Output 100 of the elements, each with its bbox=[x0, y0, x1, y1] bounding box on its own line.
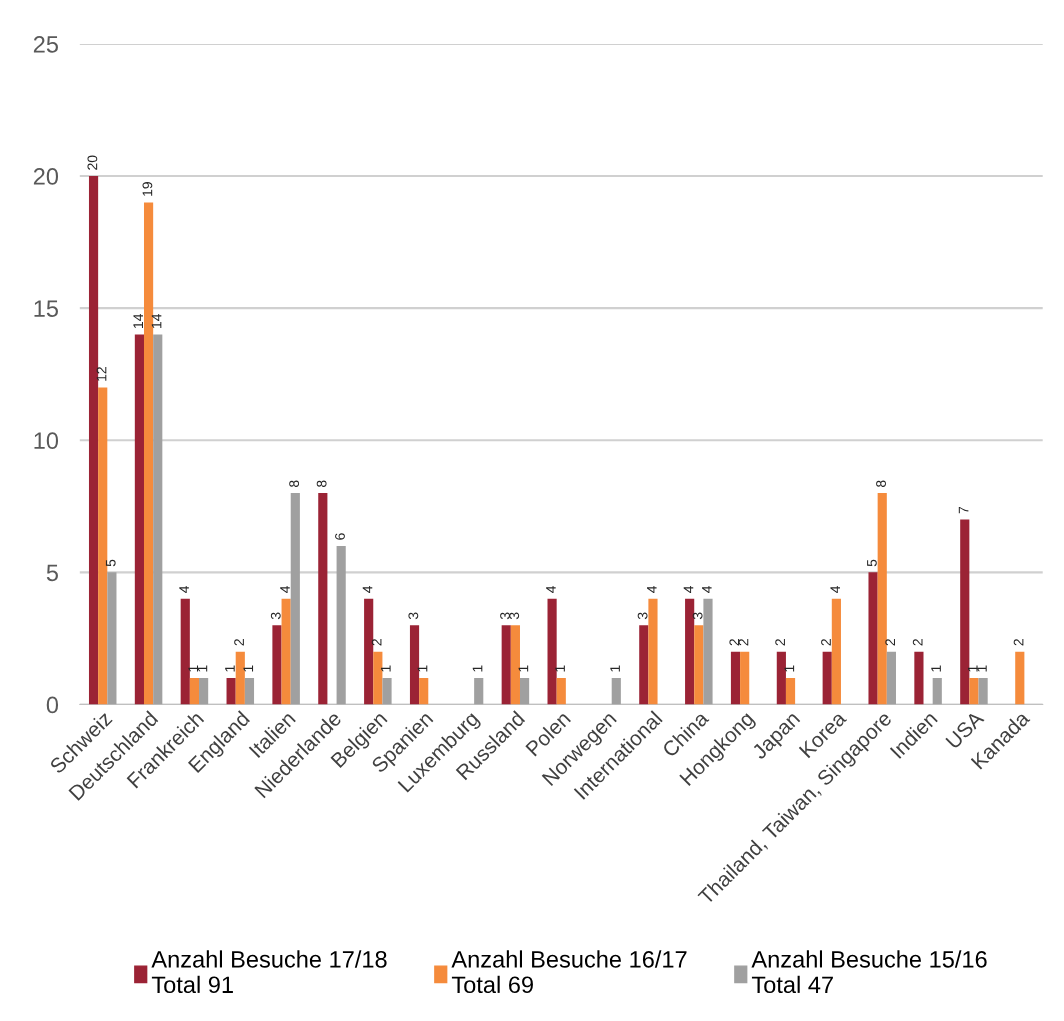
bar bbox=[914, 651, 924, 705]
data-label: 3 bbox=[692, 612, 703, 620]
data-label: 1 bbox=[967, 665, 978, 672]
y-tick-label: 5 bbox=[46, 564, 58, 582]
bar bbox=[510, 625, 520, 705]
data-label: 4 bbox=[280, 585, 290, 593]
y-tick-label: 25 bbox=[33, 35, 58, 53]
data-label: 1 bbox=[977, 665, 987, 672]
bar bbox=[611, 678, 621, 705]
bar bbox=[969, 678, 979, 705]
bar bbox=[382, 678, 392, 705]
bar bbox=[373, 651, 383, 705]
data-label: 4 bbox=[179, 585, 189, 593]
bar bbox=[639, 625, 649, 705]
data-label: 6 bbox=[335, 533, 345, 540]
bar bbox=[978, 678, 988, 705]
data-label: 4 bbox=[546, 585, 556, 593]
legend-label: Anzahl Besuche 15/16 Total 47 bbox=[751, 950, 987, 994]
data-label: 4 bbox=[830, 585, 840, 593]
data-label: 1 bbox=[555, 665, 565, 672]
bar bbox=[932, 678, 942, 705]
data-label: 1 bbox=[243, 665, 254, 672]
bar bbox=[318, 493, 328, 705]
data-label: 2 bbox=[912, 639, 923, 646]
bar bbox=[474, 678, 484, 705]
data-label: 1 bbox=[472, 665, 483, 672]
data-label: 5 bbox=[867, 559, 877, 567]
data-label: 20 bbox=[87, 155, 98, 170]
data-label: 2 bbox=[371, 639, 382, 646]
bar bbox=[868, 572, 878, 705]
bar bbox=[419, 678, 429, 705]
bar bbox=[822, 651, 832, 705]
bar bbox=[785, 678, 796, 705]
y-tick-label: 10 bbox=[34, 432, 59, 450]
y-tick-label: 15 bbox=[34, 300, 58, 317]
data-label: 8 bbox=[876, 480, 886, 487]
data-label: 4 bbox=[647, 585, 657, 593]
bar bbox=[730, 651, 741, 705]
data-label: 5 bbox=[105, 559, 116, 567]
bar bbox=[153, 334, 163, 705]
data-label: 3 bbox=[509, 612, 520, 620]
data-label: 3 bbox=[637, 612, 648, 620]
bar bbox=[648, 598, 658, 705]
data-label: 2 bbox=[775, 639, 785, 646]
data-label: 7 bbox=[958, 506, 969, 514]
data-label: 2 bbox=[738, 639, 749, 646]
legend-label: Anzahl Besuche 16/17 Total 69 bbox=[451, 950, 687, 994]
data-label: 4 bbox=[362, 585, 373, 593]
data-label: 1 bbox=[225, 665, 235, 672]
y-tick-label: 0 bbox=[46, 696, 59, 714]
data-label: 1 bbox=[381, 665, 391, 672]
data-label: 2 bbox=[885, 639, 895, 646]
bar bbox=[189, 678, 200, 705]
bar bbox=[547, 598, 557, 705]
data-label: 1 bbox=[417, 665, 428, 672]
data-label: 8 bbox=[289, 480, 300, 487]
bar bbox=[1015, 651, 1025, 705]
data-label: 3 bbox=[408, 612, 419, 620]
bar bbox=[519, 678, 530, 705]
bar bbox=[244, 678, 255, 705]
data-label: 14 bbox=[133, 313, 143, 328]
legend-label: Anzahl Besuche 17/18 Total 91 bbox=[151, 950, 387, 994]
data-label: 1 bbox=[610, 665, 620, 672]
bar bbox=[180, 598, 190, 705]
bar bbox=[235, 651, 245, 705]
bar bbox=[886, 651, 896, 705]
data-label: 4 bbox=[683, 585, 694, 593]
data-label: 3 bbox=[270, 612, 281, 620]
bar bbox=[501, 625, 511, 705]
bar bbox=[98, 387, 108, 705]
bar bbox=[226, 678, 236, 705]
bar bbox=[740, 651, 750, 705]
bar bbox=[134, 334, 144, 705]
data-label: 3 bbox=[500, 612, 510, 620]
data-label: 14 bbox=[151, 313, 162, 328]
bar bbox=[831, 598, 841, 705]
bar bbox=[290, 493, 300, 705]
y-tick-label: 20 bbox=[33, 168, 59, 185]
data-label: 1 bbox=[197, 665, 208, 672]
data-label: 4 bbox=[702, 585, 712, 593]
bar bbox=[703, 598, 713, 705]
data-label: 1 bbox=[518, 665, 529, 672]
data-label: 1 bbox=[931, 665, 941, 672]
data-label: 8 bbox=[316, 480, 327, 487]
data-label: 19 bbox=[142, 182, 153, 196]
bar bbox=[556, 678, 566, 705]
data-label: 2 bbox=[821, 639, 831, 646]
data-label: 2 bbox=[729, 639, 740, 646]
bar bbox=[107, 572, 117, 705]
data-label: 2 bbox=[1013, 639, 1024, 646]
data-label: 12 bbox=[96, 367, 107, 381]
bar bbox=[694, 625, 704, 705]
bar bbox=[199, 678, 209, 705]
bar bbox=[336, 545, 346, 705]
data-label: 1 bbox=[784, 665, 795, 672]
bar bbox=[960, 519, 970, 705]
data-label: 1 bbox=[188, 665, 199, 672]
bar bbox=[272, 625, 282, 705]
bar bbox=[281, 598, 291, 705]
data-label: 2 bbox=[234, 639, 244, 646]
